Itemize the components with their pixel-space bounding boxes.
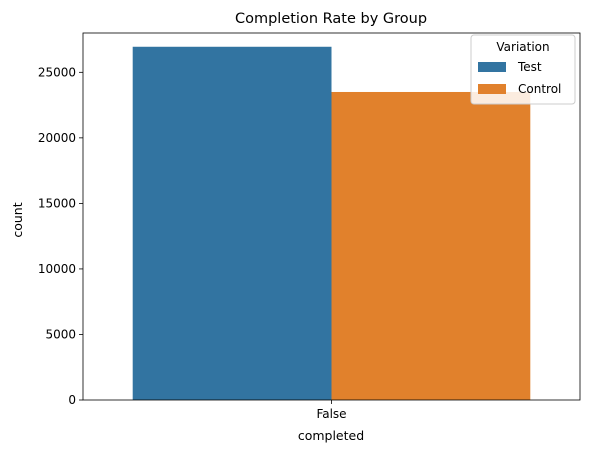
- plot-area: False 0 5000 10000 15000 20000 25000: [38, 32, 581, 421]
- x-tick-label: False: [316, 407, 346, 421]
- legend-items: Test Control: [478, 60, 561, 96]
- y-axis-label: count: [10, 202, 25, 237]
- chart-title: Completion Rate by Group: [235, 11, 427, 27]
- y-tick-label: 15000: [38, 196, 76, 210]
- axes-frame: [82, 32, 581, 401]
- legend-label-control: Control: [518, 82, 561, 96]
- legend-swatch-test: [478, 62, 506, 72]
- y-tick-label: 20000: [38, 131, 76, 145]
- legend: Variation Test Control: [470, 34, 576, 105]
- bar-control-false: [331, 91, 531, 400]
- bar-test-false: [132, 46, 332, 400]
- y-tick-label: 10000: [38, 262, 76, 276]
- legend-swatch-control: [478, 84, 506, 94]
- y-tick-label: 0: [68, 393, 76, 407]
- legend-title: Variation: [496, 40, 549, 54]
- x-axis-label: completed: [298, 428, 364, 443]
- legend-label-test: Test: [517, 60, 542, 74]
- y-tick-label: 25000: [38, 65, 76, 79]
- y-tick-label: 5000: [45, 327, 76, 341]
